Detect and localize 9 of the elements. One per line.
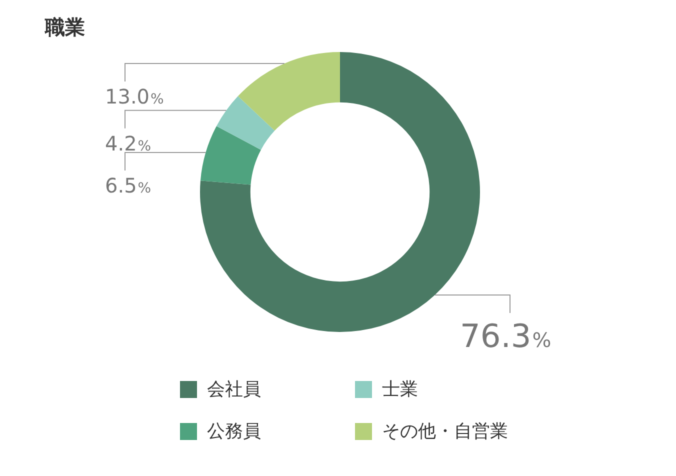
data-label: 4.2% [105, 131, 152, 156]
chart-title: 職業 [45, 14, 85, 41]
legend-label: 会社員 [206, 378, 262, 402]
legend-label: 士業 [381, 378, 419, 402]
legend-label: その他・自営業 [381, 420, 509, 444]
data-label: 76.3% [460, 316, 552, 355]
data-label: 13.0% [105, 84, 164, 109]
data-label: 6.5% [105, 174, 152, 198]
legend-label: 公務員 [206, 420, 262, 444]
